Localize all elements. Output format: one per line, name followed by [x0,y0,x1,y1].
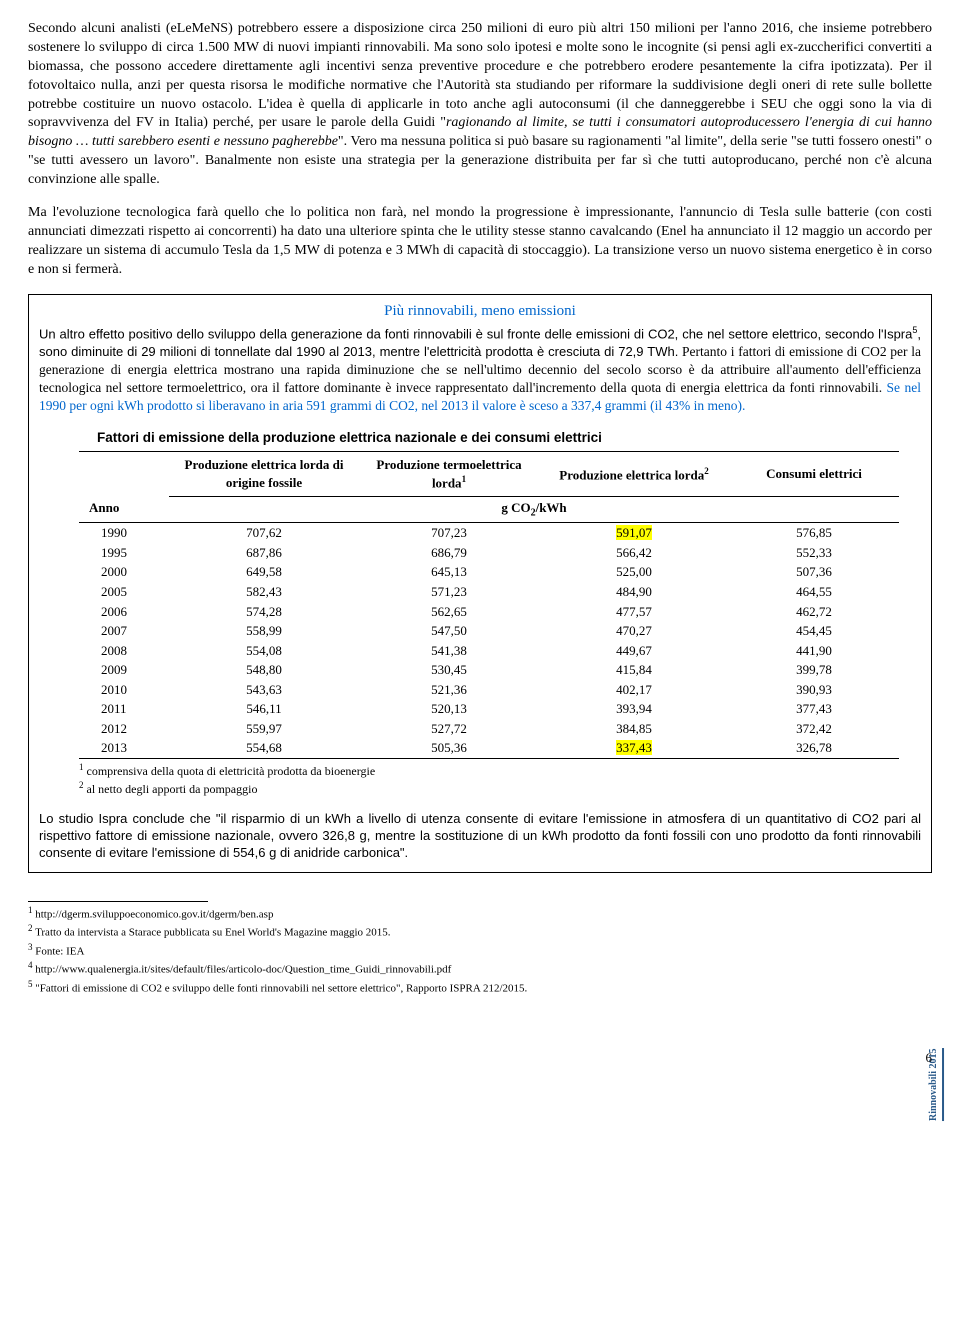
table-row: 2006574,28562,65477,57462,72 [79,602,899,622]
table-cell: 574,28 [169,602,359,622]
table-cell: 645,13 [359,562,539,582]
col-anno: Anno [79,451,169,523]
table-cell: 2010 [79,680,169,700]
table-row: 2012559,97527,72384,85372,42 [79,719,899,739]
table-cell: 441,90 [729,641,899,661]
table-cell: 2009 [79,660,169,680]
table-row: 2013554,68505,36337,43326,78 [79,738,899,758]
table-cell: 2006 [79,602,169,622]
footnote-3: 3 Fonte: IEA [28,941,932,960]
table-cell: 576,85 [729,523,899,543]
table-cell: 1995 [79,543,169,563]
table-cell: 541,38 [359,641,539,661]
table-row: 1990707,62707,23591,07576,85 [79,523,899,543]
table-cell: 525,00 [539,562,729,582]
footnote-5: 5 "Fattori di emissione di CO2 e svilupp… [28,978,932,997]
table-cell: 337,43 [539,738,729,758]
table-cell: 377,43 [729,699,899,719]
table-cell: 2011 [79,699,169,719]
table-cell: 384,85 [539,719,729,739]
col-h2: Produzione termoelettrica lorda1 [359,451,539,496]
table-cell: 558,99 [169,621,359,641]
table-row: 2009548,80530,45415,84399,78 [79,660,899,680]
table-cell: 505,36 [359,738,539,758]
table-cell: 562,65 [359,602,539,622]
table-cell: 552,33 [729,543,899,563]
table-cell: 464,55 [729,582,899,602]
table-cell: 559,97 [169,719,359,739]
col-h1: Produzione elettrica lorda di origine fo… [169,451,359,496]
table-cell: 390,93 [729,680,899,700]
page-footnotes: 1 http://dgerm.sviluppoeconomico.gov.it/… [28,904,932,997]
table-cell: 393,94 [539,699,729,719]
table-cell: 484,90 [539,582,729,602]
table-row: 2007558,99547,50470,27454,45 [79,621,899,641]
col-h3: Produzione elettrica lorda2 [539,451,729,496]
paragraph-2: Ma l'evoluzione tecnologica farà quello … [28,204,932,280]
table-cell: 582,43 [169,582,359,602]
table-cell: 415,84 [539,660,729,680]
table-cell: 402,17 [539,680,729,700]
table-cell: 530,45 [359,660,539,680]
table-cell: 2007 [79,621,169,641]
table-cell: 2008 [79,641,169,661]
page-number: 6 [926,1049,933,1067]
table-cell: 507,36 [729,562,899,582]
table-cell: 521,36 [359,680,539,700]
table-title: Fattori di emissione della produzione el… [97,429,921,447]
footnote-2: 2 Tratto da intervista a Starace pubblic… [28,922,932,941]
table-cell: 477,57 [539,602,729,622]
table-cell: 1990 [79,523,169,543]
table-cell: 462,72 [729,602,899,622]
table-cell: 554,08 [169,641,359,661]
table-cell: 399,78 [729,660,899,680]
page-footer: Rinnovabili 2015 6 [28,1002,932,1062]
table-cell: 543,63 [169,680,359,700]
paragraph-1: Secondo alcuni analisti (eLeMeNS) potreb… [28,20,932,190]
footnote-rule [28,901,208,902]
table-cell: 449,67 [539,641,729,661]
table-cell: 527,72 [359,719,539,739]
footnote-4: 4 http://www.qualenergia.it/sites/defaul… [28,959,932,978]
table-cell: 707,23 [359,523,539,543]
table-footnotes: 1 comprensiva della quota di elettricità… [79,761,921,797]
table-cell: 2000 [79,562,169,582]
table-row: 2008554,08541,38449,67441,90 [79,641,899,661]
col-h4: Consumi elettrici [729,451,899,496]
tfoot-1: comprensiva della quota di elettricità p… [87,764,376,778]
unit-header: g CO2/kWh [169,497,899,523]
table-cell: 470,27 [539,621,729,641]
table-cell: 2013 [79,738,169,758]
callout-box: Più rinnovabili, meno emissioni Un altro… [28,294,932,873]
table-cell: 554,68 [169,738,359,758]
table-row: 2010543,63521,36402,17390,93 [79,680,899,700]
table-cell: 591,07 [539,523,729,543]
table-row: 2005582,43571,23484,90464,55 [79,582,899,602]
table-cell: 2012 [79,719,169,739]
emissions-table: Anno Produzione elettrica lorda di origi… [79,451,899,759]
footnote-1: 1 http://dgerm.sviluppoeconomico.gov.it/… [28,904,932,923]
table-cell: 687,86 [169,543,359,563]
table-cell: 686,79 [359,543,539,563]
table-cell: 566,42 [539,543,729,563]
tfoot-2: al netto degli apporti da pompaggio [87,782,258,796]
box-intro-text: Un altro effetto positivo dello sviluppo… [39,325,921,415]
table-cell: 707,62 [169,523,359,543]
table-cell: 326,78 [729,738,899,758]
table-row: 2011546,11520,13393,94377,43 [79,699,899,719]
box-title: Più rinnovabili, meno emissioni [39,301,921,321]
table-cell: 2005 [79,582,169,602]
table-cell: 520,13 [359,699,539,719]
table-cell: 454,45 [729,621,899,641]
table-cell: 547,50 [359,621,539,641]
table-cell: 649,58 [169,562,359,582]
table-row: 1995687,86686,79566,42552,33 [79,543,899,563]
table-cell: 548,80 [169,660,359,680]
table-cell: 372,42 [729,719,899,739]
table-row: 2000649,58645,13525,00507,36 [79,562,899,582]
table-cell: 571,23 [359,582,539,602]
box-text-a: Un altro effetto positivo dello sviluppo… [39,326,912,341]
table-cell: 546,11 [169,699,359,719]
box-conclusion: Lo studio Ispra conclude che "il risparm… [39,811,921,862]
